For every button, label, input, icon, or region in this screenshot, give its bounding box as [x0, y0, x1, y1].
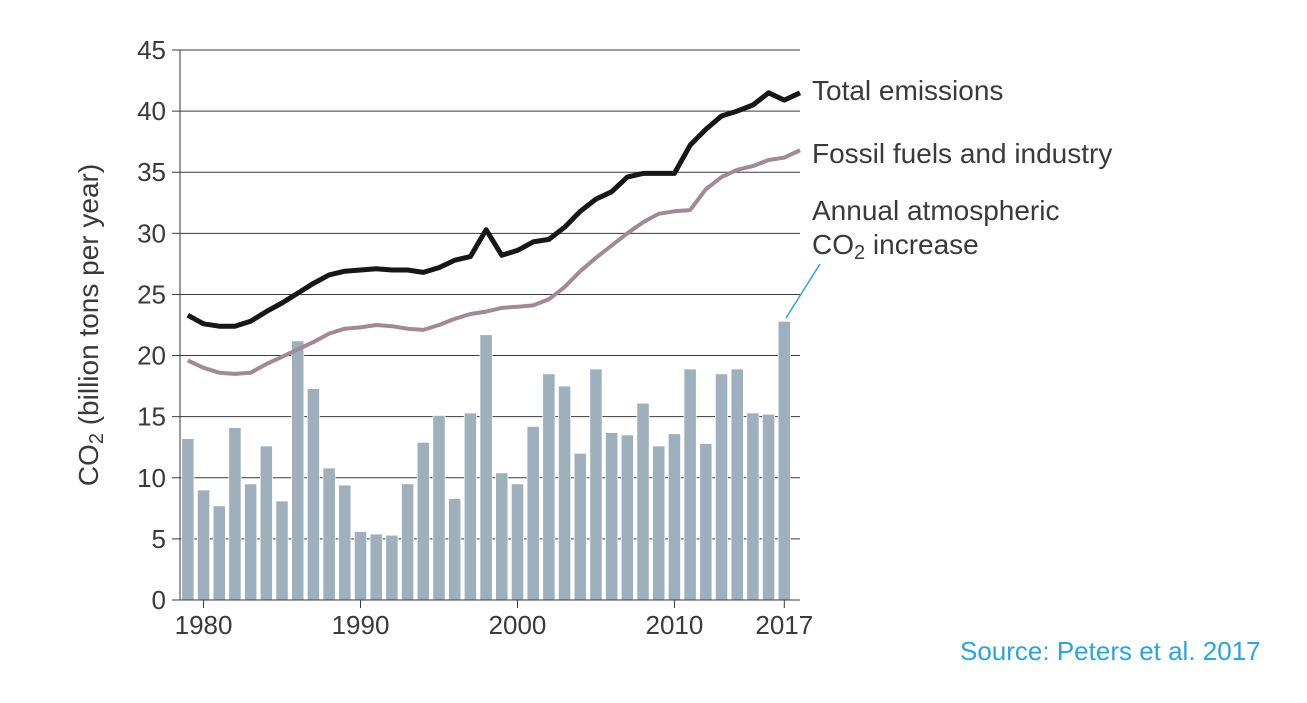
bar — [700, 444, 712, 600]
bar — [496, 473, 508, 600]
bar — [527, 426, 539, 600]
bar — [653, 446, 665, 600]
y-axis-title: CO2 (billion tons per year) — [73, 164, 108, 486]
bar — [213, 506, 225, 600]
co2-emissions-chart: 0 5 10 15 20 25 30 35 40 45 1980 1990 2000 2010 2017 CO… — [0, 0, 1307, 703]
series-fossil-fuels-and-industry — [188, 150, 800, 374]
label-fossil-fuels: Fossil fuels and industry — [812, 138, 1112, 169]
bar — [762, 414, 774, 600]
bar — [386, 535, 398, 600]
series-total-emissions — [188, 93, 800, 326]
bar — [229, 428, 241, 600]
bar — [182, 439, 194, 600]
bar — [323, 468, 335, 600]
source-citation: Source: Peters et al. 2017 — [960, 636, 1261, 666]
y-tick-label: 20 — [137, 341, 166, 371]
bar — [637, 403, 649, 600]
x-tick-label: 2010 — [646, 610, 704, 640]
bar — [558, 386, 570, 600]
pointer-line — [786, 264, 820, 318]
y-tick-label: 30 — [137, 218, 166, 248]
x-tick-label: 2017 — [755, 610, 813, 640]
label-total-emissions: Total emissions — [812, 75, 1003, 106]
y-tick-label: 5 — [152, 524, 166, 554]
bar — [590, 369, 602, 600]
bar — [276, 501, 288, 600]
bar — [197, 490, 209, 600]
bar — [417, 442, 429, 600]
bar — [480, 335, 492, 600]
x-tick-label: 1990 — [332, 610, 390, 640]
y-tick-label: 10 — [137, 463, 166, 493]
bar — [668, 434, 680, 600]
y-tick-label: 40 — [137, 96, 166, 126]
bar — [307, 389, 319, 600]
bar — [606, 433, 618, 600]
y-tick-label: 45 — [137, 35, 166, 65]
bar — [260, 446, 272, 600]
bar — [731, 369, 743, 600]
bar — [511, 484, 523, 600]
y-tick-label: 35 — [137, 157, 166, 187]
bar — [464, 413, 476, 600]
bar — [370, 534, 382, 600]
bar — [433, 415, 445, 600]
bar — [245, 484, 257, 600]
label-annual-increase: Annual atmosphericCO2 increase — [812, 195, 1059, 264]
bar — [449, 499, 461, 600]
bar — [747, 413, 759, 600]
bar — [543, 374, 555, 600]
x-tick-label: 2000 — [489, 610, 547, 640]
bar — [715, 374, 727, 600]
bar — [339, 485, 351, 600]
y-tick-label: 0 — [152, 585, 166, 615]
bar — [401, 484, 413, 600]
x-ticks: 1980 1990 2000 2010 2017 — [175, 600, 814, 640]
bar — [292, 341, 304, 600]
y-tick-label: 25 — [137, 279, 166, 309]
bar — [621, 435, 633, 600]
y-tick-label: 15 — [137, 402, 166, 432]
bar — [684, 369, 696, 600]
bar — [354, 532, 366, 600]
bar — [574, 453, 586, 600]
x-tick-label: 1980 — [175, 610, 233, 640]
bar — [778, 321, 790, 600]
